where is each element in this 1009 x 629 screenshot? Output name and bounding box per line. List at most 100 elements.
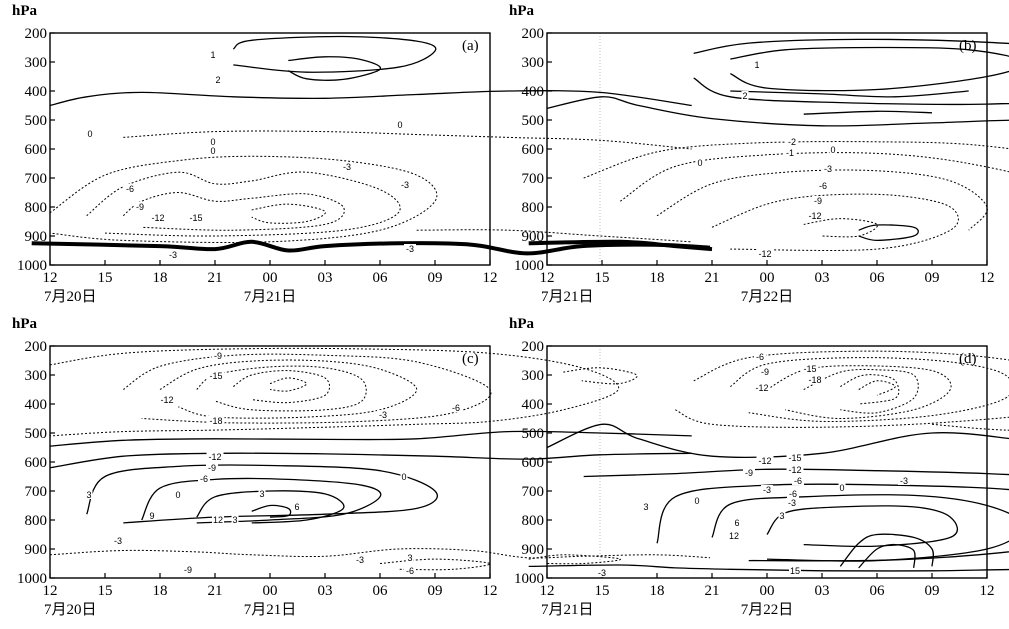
contour-label-bg xyxy=(341,162,353,171)
contour-line xyxy=(803,368,919,414)
y-tick-label: 1000 xyxy=(17,258,47,274)
contour-label-bg xyxy=(754,352,766,361)
contour-label: 12 xyxy=(213,515,223,525)
contour-label: -9 xyxy=(136,202,144,212)
contour-label-bg xyxy=(124,184,136,193)
contour-label: 1 xyxy=(210,50,215,60)
contour-label: 0 xyxy=(839,483,844,493)
y-tick-label: 1000 xyxy=(514,571,544,587)
x-tick-label: 06 xyxy=(870,270,886,286)
contour-line xyxy=(656,169,988,231)
contour-label-bg xyxy=(778,511,786,520)
contour-label: -3 xyxy=(900,476,908,486)
x-tick-label: 12 xyxy=(483,583,498,599)
contour-line xyxy=(86,464,438,524)
contour-label: -12 xyxy=(758,456,771,466)
x-tick-label: 03 xyxy=(815,583,830,599)
y-tick-label: 1000 xyxy=(17,571,47,587)
contour-label-bg xyxy=(822,164,834,173)
contour-line xyxy=(251,504,292,518)
contour-line xyxy=(122,191,345,231)
contour-line xyxy=(803,218,878,238)
contour-label-bg xyxy=(792,476,804,485)
contour-label-bg xyxy=(293,502,301,511)
contour-label-bg xyxy=(158,395,176,404)
contour-label-bg xyxy=(112,536,124,545)
contour-label: 1 xyxy=(754,60,759,70)
y-tick-label: 500 xyxy=(522,426,545,442)
contour-label-bg xyxy=(209,146,217,155)
y-tick-label: 800 xyxy=(522,513,545,529)
y-tick-label: 300 xyxy=(25,368,48,384)
contour-label-bg xyxy=(167,250,179,259)
contour-label: 0 xyxy=(830,145,835,155)
contour-label-bg xyxy=(784,148,796,157)
x-tick-label: 15 xyxy=(595,583,610,599)
x-tick-label: 00 xyxy=(760,583,775,599)
contour-label-bg xyxy=(187,213,205,222)
contour-label-bg xyxy=(206,463,218,472)
contour-label: 3 xyxy=(86,490,91,500)
y-tick-label: 700 xyxy=(25,171,48,187)
contour-label: 0 xyxy=(87,129,92,139)
contour-line xyxy=(528,554,621,565)
contour-label-bg xyxy=(756,456,774,465)
x-tick-label: 00 xyxy=(263,270,278,286)
contour-line xyxy=(546,96,1009,127)
contour-label-bg xyxy=(786,498,798,507)
contour-line xyxy=(803,110,933,115)
y-tick-label: 900 xyxy=(25,542,48,558)
x-tick-label: 06 xyxy=(373,270,389,286)
contour-label: 0 xyxy=(175,490,180,500)
contour-label-bg xyxy=(728,531,740,540)
contour-label: -9 xyxy=(214,351,222,361)
contour-label-bg xyxy=(786,453,804,462)
contour-line xyxy=(123,353,492,424)
contour-label: -3 xyxy=(788,498,796,508)
y-unit-label: hPa xyxy=(12,316,38,332)
x-tick-label: 06 xyxy=(870,583,886,599)
contour-label-bg xyxy=(207,371,225,380)
contour-label-bg xyxy=(86,129,94,138)
y-tick-label: 700 xyxy=(522,171,545,187)
y-tick-label: 900 xyxy=(522,542,545,558)
contour-label-bg xyxy=(377,410,389,419)
contour-line xyxy=(583,468,1009,478)
x-tick-label: 18 xyxy=(650,270,665,286)
contour-line xyxy=(269,377,308,392)
contour-label: -12 xyxy=(758,249,771,259)
x-tick-label: 21 xyxy=(208,583,223,599)
contour-label: -6 xyxy=(200,474,208,484)
x-tick-label: 12 xyxy=(483,270,498,286)
contour-label: 3 xyxy=(259,489,264,499)
contour-label: 15 xyxy=(790,566,800,576)
contour-label: -3 xyxy=(356,555,364,565)
contour-labels: -9-15-12-18-12-9-6-3-603 0 369 12-33-9-3 3-6 xyxy=(85,351,462,576)
contour-label: -6 xyxy=(756,352,764,362)
contour-lines xyxy=(49,347,711,571)
x-tick-label: 12 xyxy=(540,583,555,599)
x-tick-label: 21 xyxy=(208,270,223,286)
y-tick-label: 500 xyxy=(25,113,48,129)
contour-label-bg xyxy=(596,568,608,577)
x-tick-label: 18 xyxy=(153,270,168,286)
contour-labels: -6-9-12-15-18-9-12-12-15-3 0-6 -3-630 -3361… xyxy=(596,352,910,578)
contour-line xyxy=(858,543,916,569)
contour-label-bg xyxy=(396,120,404,129)
contour-label-bg xyxy=(753,383,771,392)
contour-label: -2 xyxy=(788,137,796,147)
contour-label-bg xyxy=(214,75,222,84)
contour-line xyxy=(620,152,1009,202)
y-tick-label: 800 xyxy=(522,200,545,216)
contour-line xyxy=(730,90,969,98)
contour-line xyxy=(31,239,711,256)
y-tick-label: 800 xyxy=(25,200,48,216)
contour-label-bg xyxy=(898,476,910,485)
contour-label: -9 xyxy=(761,367,769,377)
contour-label-bg xyxy=(761,485,773,494)
contour-line xyxy=(858,224,919,242)
